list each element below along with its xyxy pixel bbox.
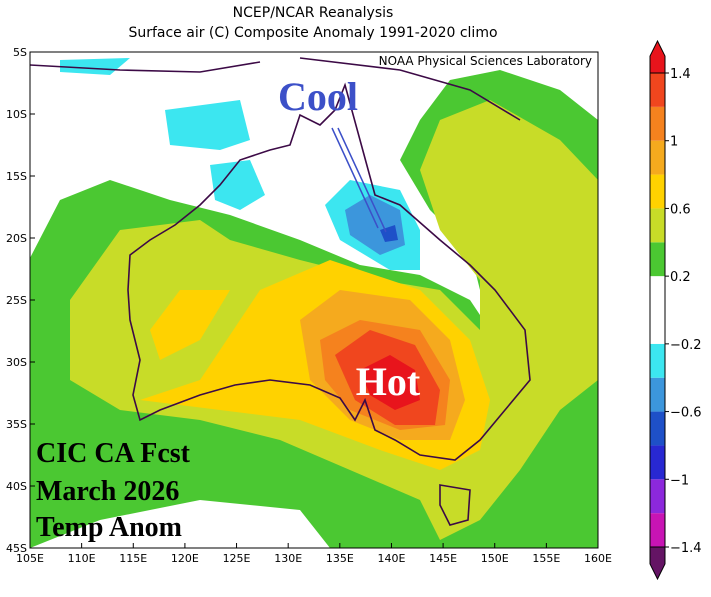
x-tick-label: 135E xyxy=(326,552,354,565)
credit: NOAA Physical Sciences Laboratory xyxy=(379,54,592,68)
colorbar-label: −0.2 xyxy=(670,338,702,353)
y-tick-label: 15S xyxy=(6,170,27,183)
colorbar-bin xyxy=(650,174,665,209)
subtitle: Surface air (C) Composite Anomaly 1991-2… xyxy=(128,25,497,41)
colorbar-bin xyxy=(650,343,665,378)
colorbar-label: 1.4 xyxy=(670,67,691,82)
colorbar-bin xyxy=(650,276,665,310)
x-tick-label: 130E xyxy=(274,552,302,565)
note-line: CIC CA Fcst xyxy=(36,438,191,469)
cool-arrow xyxy=(331,127,387,233)
y-tick-label: 5S xyxy=(13,46,27,59)
forecast-note: CIC CA Fcst March 2026 Temp Anom xyxy=(36,438,191,543)
y-tick-label: 20S xyxy=(6,232,27,245)
x-tick-label: 160E xyxy=(584,552,612,565)
x-tick-label: 115E xyxy=(119,552,147,565)
colorbar-label: −0.6 xyxy=(670,406,702,421)
colorbar-label: −1.4 xyxy=(670,541,702,556)
colorbar-bin xyxy=(650,445,665,480)
colorbar-label: −1 xyxy=(670,473,689,488)
y-tick-label: 10S xyxy=(6,108,27,121)
y-tick-label: 35S xyxy=(6,418,27,431)
y-tick-label: 40S xyxy=(6,480,27,493)
colorbar-label: 1 xyxy=(670,135,678,150)
title: NCEP/NCAR Reanalysis xyxy=(233,5,394,21)
colorbar-bin xyxy=(650,208,665,243)
colorbar-bin xyxy=(650,73,665,107)
colorbar-end xyxy=(649,546,666,581)
colorbar-bin xyxy=(650,242,665,277)
x-tick-label: 155E xyxy=(532,552,560,565)
coastline xyxy=(29,57,531,526)
x-tick-label: 120E xyxy=(171,552,199,565)
y-tick-label: 25S xyxy=(6,294,27,307)
colorbar-label: 0.2 xyxy=(670,270,691,285)
y-tick-label: 45S xyxy=(6,542,27,555)
cool-label: Cool xyxy=(278,74,358,119)
colorbar-bin xyxy=(650,377,665,412)
colorbar-end xyxy=(649,39,666,74)
colorbar-label: 0.6 xyxy=(670,202,691,217)
x-tick-label: 150E xyxy=(481,552,509,565)
colorbar-bin xyxy=(650,310,665,344)
colorbar-bin xyxy=(650,106,665,141)
hot-label: Hot xyxy=(356,359,421,404)
note-line: Temp Anom xyxy=(36,512,182,543)
x-tick-label: 105E xyxy=(16,552,44,565)
colorbar-bin xyxy=(650,479,665,514)
colorbar-bin xyxy=(650,513,665,547)
colorbar-frame xyxy=(649,72,666,548)
map-fill xyxy=(30,52,598,548)
x-tick-label: 140E xyxy=(377,552,405,565)
note-line: March 2026 xyxy=(36,476,179,507)
x-tick-label: 125E xyxy=(223,552,251,565)
x-tick-label: 145E xyxy=(429,552,457,565)
x-tick-label: 110E xyxy=(68,552,96,565)
colorbar-bin xyxy=(650,140,665,175)
y-tick-label: 30S xyxy=(6,356,27,369)
colorbar-bin xyxy=(650,411,665,446)
